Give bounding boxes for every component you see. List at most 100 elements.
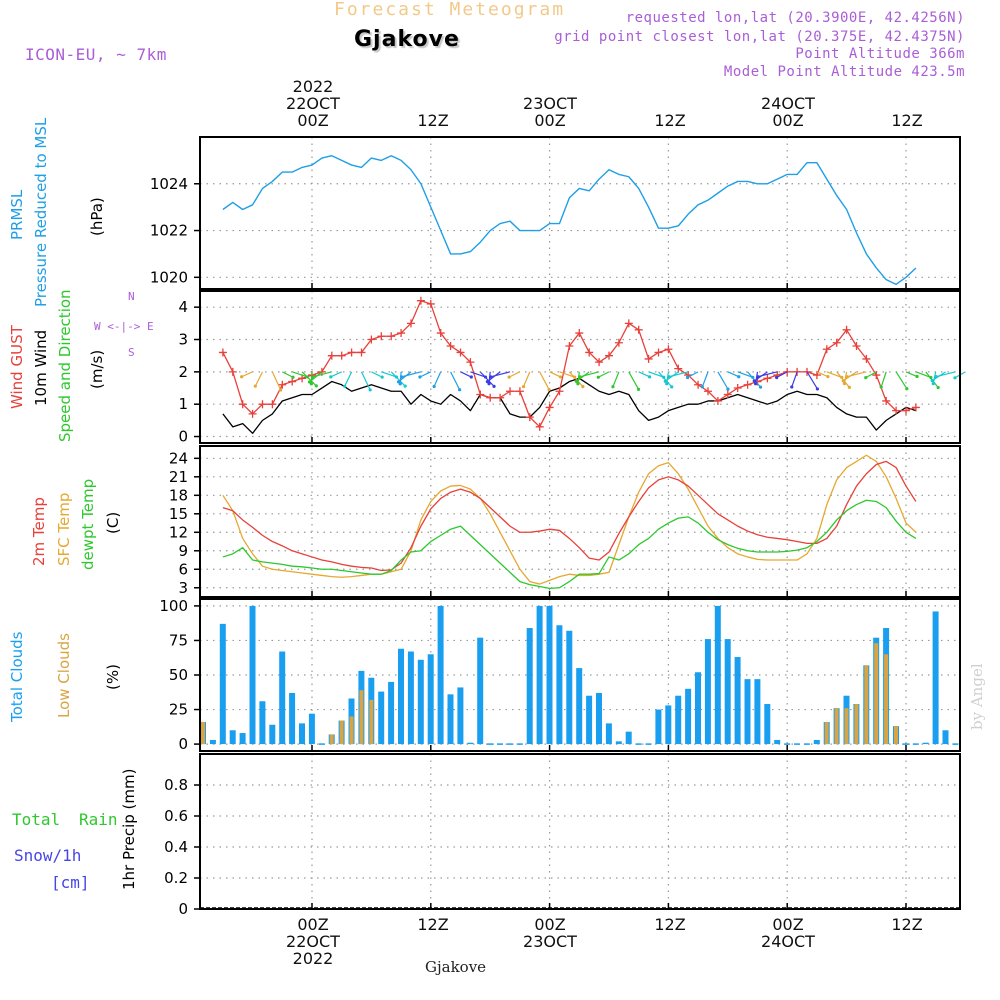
panel-frame xyxy=(199,753,961,910)
gust-marker xyxy=(743,380,752,389)
low-cloud-bar xyxy=(329,734,334,745)
total-cloud-bar xyxy=(714,605,721,745)
gust-marker xyxy=(228,367,237,376)
gust-marker xyxy=(367,335,376,344)
wind-arrow-head xyxy=(879,385,883,389)
gust-marker xyxy=(654,348,663,357)
gust-marker xyxy=(803,367,811,376)
gust-marker xyxy=(337,351,346,360)
y-tick-label: 50 xyxy=(169,666,188,684)
wind-arrow-head xyxy=(842,382,847,386)
chart-title: Forecast Meteogram xyxy=(334,0,566,20)
wind-arrow-head xyxy=(915,374,919,379)
wind-arrow xyxy=(737,371,753,378)
total-cloud-bar xyxy=(308,713,315,745)
wind-arrow-head xyxy=(489,375,493,379)
gust-marker xyxy=(902,406,910,415)
total-cloud-bar xyxy=(566,630,573,745)
compass-n: N xyxy=(128,290,135,303)
wind-arrow-head xyxy=(396,380,401,384)
gust-marker xyxy=(822,345,831,354)
wind-arrow xyxy=(398,371,412,383)
wind-arrow xyxy=(776,371,788,379)
total-cloud-bar xyxy=(407,651,414,745)
total-cloud-bar xyxy=(536,605,543,745)
wind-arrow-head xyxy=(521,384,526,389)
bottom-tick-22oct-12z: 12Z xyxy=(417,915,449,934)
wind-arrow-head xyxy=(492,384,496,388)
station-name: Gjakove xyxy=(354,27,460,52)
gust-marker xyxy=(733,384,742,393)
gust-marker xyxy=(446,341,455,350)
gust-marker xyxy=(911,403,920,412)
gust-marker xyxy=(614,338,623,347)
total-cloud-bar xyxy=(427,654,434,745)
low-cloud-bar xyxy=(359,690,364,745)
total-cloud-bar xyxy=(447,694,454,745)
y-tick-label: 9 xyxy=(178,542,188,560)
total-cloud-bar xyxy=(724,639,731,745)
total-cloud-bar xyxy=(576,668,583,745)
y-tick-label: 75 xyxy=(169,631,188,649)
total-cloud-bar xyxy=(279,651,286,745)
low-cloud-bar xyxy=(339,720,344,745)
wind-arrow-head xyxy=(667,375,671,379)
wind-arrow xyxy=(935,371,956,378)
pressure-line xyxy=(222,155,917,286)
y-tick-label: 1024 xyxy=(150,175,188,193)
gust-marker xyxy=(783,367,792,376)
wind-arrow xyxy=(301,371,317,387)
wind-arrow xyxy=(487,371,501,383)
gust-marker xyxy=(723,390,732,399)
y-tick-label: 100 xyxy=(159,597,188,615)
y-tick-label: 0 xyxy=(178,428,188,446)
total-cloud-bar xyxy=(704,639,711,745)
total-cloud-bar xyxy=(615,741,622,745)
wind-arrow xyxy=(826,371,843,378)
wind-arrow-head xyxy=(953,376,957,380)
wind-arrow xyxy=(360,371,371,391)
wind-arrow xyxy=(390,371,406,387)
wind-arrow xyxy=(330,371,342,378)
gust-marker xyxy=(832,338,841,347)
bottom-tick-23oct-12z: 12Z xyxy=(654,915,686,934)
wind-arrow-head xyxy=(458,388,462,392)
wind-arrow-head xyxy=(240,375,244,379)
wind-arrow-head xyxy=(279,388,283,392)
gust-marker xyxy=(595,358,604,367)
y-tick-label: 0.2 xyxy=(164,869,188,887)
t2m-line xyxy=(222,460,917,572)
rain-label-a: Total xyxy=(12,810,61,829)
top-tick-23oct-00z: 23OCT 00Z xyxy=(523,94,577,130)
wind-arrow xyxy=(687,371,699,378)
wind-arrow xyxy=(576,371,590,382)
wind-arrow xyxy=(816,371,829,378)
total-cloud-bar xyxy=(665,705,672,745)
dewpt-line xyxy=(222,499,917,590)
wind-arrow xyxy=(668,371,689,378)
grid-point-coords: grid point closest lon,lat (20.375E, 42.… xyxy=(554,29,965,45)
wind-arrow-head xyxy=(578,375,582,379)
gust-marker xyxy=(387,332,396,341)
gust-marker xyxy=(278,380,287,389)
wind-arrow-head xyxy=(726,387,730,391)
total-cloud-bar xyxy=(289,692,296,745)
wind-arrow-head xyxy=(469,375,473,379)
wind-arrow-head xyxy=(847,385,851,389)
wind-arrow-head xyxy=(775,375,779,380)
wind-arrow-head xyxy=(310,375,315,379)
gust-marker xyxy=(565,341,574,350)
wind-arrow xyxy=(450,371,461,390)
compass-s: S xyxy=(128,346,135,359)
y-tick-label: 0 xyxy=(178,900,188,918)
wind-arrow-head xyxy=(487,382,491,386)
top-tick-22oct-00z: 2022 22OCT 00Z xyxy=(286,77,340,130)
wind-arrow-head xyxy=(815,387,820,391)
y-tick-label: 1 xyxy=(178,395,188,413)
wind-arrow xyxy=(559,371,575,378)
wind-arrow-head xyxy=(558,375,563,379)
total-cloud-bar xyxy=(625,731,632,745)
wind-arrow xyxy=(598,371,610,378)
model-label: ICON-EU, ~ 7km xyxy=(25,45,167,64)
